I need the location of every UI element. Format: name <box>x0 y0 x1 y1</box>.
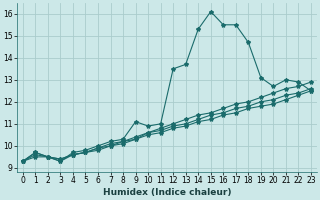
X-axis label: Humidex (Indice chaleur): Humidex (Indice chaleur) <box>103 188 231 197</box>
